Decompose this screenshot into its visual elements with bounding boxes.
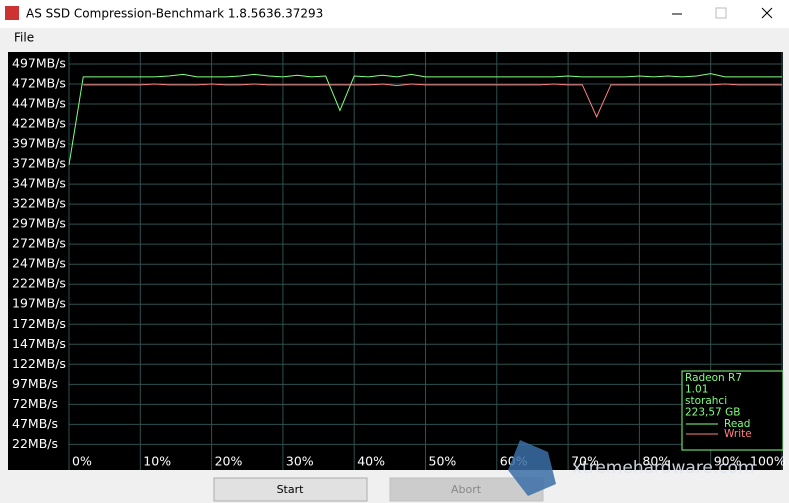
series-line xyxy=(68,73,782,165)
x-tick-label: 100% xyxy=(750,454,786,469)
y-tick-label: 322MB/s xyxy=(12,196,66,211)
y-tick-label: 472MB/s xyxy=(12,76,66,91)
start-button[interactable] xyxy=(213,477,368,502)
y-tick-label: 272MB/s xyxy=(12,236,66,251)
title-bar xyxy=(0,0,789,28)
legend-info: 1.01 xyxy=(685,384,708,396)
window-title: AS SSD Compression-Benchmark 1.8.5636.37… xyxy=(26,7,323,21)
y-tick-label: 347MB/s xyxy=(12,176,66,191)
y-tick-label: 447MB/s xyxy=(12,96,66,111)
x-tick-label: 20% xyxy=(215,454,243,469)
x-tick-label: 80% xyxy=(642,454,670,469)
y-tick-label: 247MB/s xyxy=(12,256,66,271)
y-tick-label: 297MB/s xyxy=(12,216,66,231)
maximize[interactable] xyxy=(715,7,727,19)
y-tick-label: 47MB/s xyxy=(12,416,58,431)
y-tick-label: 372MB/s xyxy=(12,156,66,171)
app-icon xyxy=(5,6,19,20)
y-tick-label: 72MB/s xyxy=(12,396,58,411)
legend-label: Write xyxy=(724,428,752,440)
y-tick-label: 397MB/s xyxy=(12,136,66,151)
x-tick-label: 90% xyxy=(714,454,742,469)
series-line xyxy=(83,83,782,119)
legend-info: Radeon R7 xyxy=(685,372,742,384)
y-tick-label: 122MB/s xyxy=(12,356,66,371)
x-tick-label: 0% xyxy=(72,454,92,469)
y-tick-label: 147MB/s xyxy=(12,336,66,351)
y-tick-label: 497MB/s xyxy=(12,56,66,71)
legend-label: Read xyxy=(724,418,750,430)
x-tick-label: 40% xyxy=(357,454,385,469)
y-tick-label: 197MB/s xyxy=(12,296,66,311)
menu-file[interactable]: File xyxy=(14,31,34,45)
x-tick-label: 30% xyxy=(286,454,314,469)
watermark-logo xyxy=(508,440,556,496)
y-tick-label: 222MB/s xyxy=(12,276,66,291)
x-tick-label: 70% xyxy=(571,454,599,469)
x-tick-label: 50% xyxy=(429,454,457,469)
watermark: xtremehardware.com xyxy=(572,458,755,478)
y-tick-label: 97MB/s xyxy=(12,376,58,391)
plot-background xyxy=(8,52,783,470)
y-tick-label: 172MB/s xyxy=(12,316,66,331)
y-tick-label: 422MB/s xyxy=(12,116,66,131)
close[interactable] xyxy=(761,7,773,19)
x-tick-label: 10% xyxy=(143,454,171,469)
legend-info: 223,57 GB xyxy=(685,407,740,419)
legend-box xyxy=(681,370,784,451)
start-label: Start xyxy=(277,483,305,496)
y-tick-label: 22MB/s xyxy=(12,436,58,451)
legend-info: storahci xyxy=(685,395,727,407)
abort-label: Abort xyxy=(451,483,482,496)
